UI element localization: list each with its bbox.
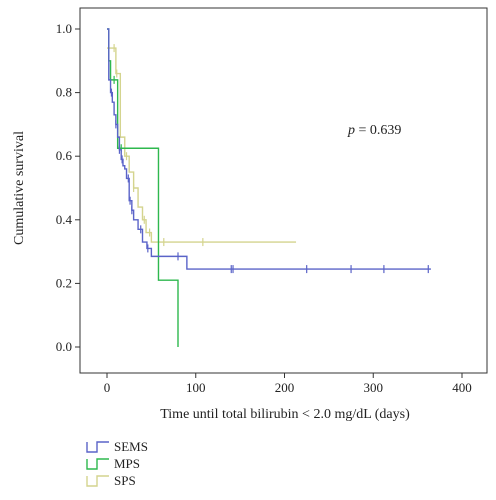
y-tick-label: 0.8 [56, 85, 72, 100]
y-axis-title: Cumulative survival [12, 131, 27, 245]
x-tick-label: 100 [186, 380, 206, 395]
legend-item-mps: MPS [86, 456, 140, 471]
y-tick-label: 0.4 [56, 212, 73, 227]
y-tick-label: 0.6 [56, 148, 73, 163]
legend-label: SPS [114, 473, 136, 488]
series-sps [107, 44, 297, 247]
series-mps [107, 28, 179, 347]
x-tick-label: 0 [104, 380, 111, 395]
x-tick-label: 200 [275, 380, 295, 395]
plot-frame [79, 7, 488, 374]
p-value-text: = 0.639 [355, 123, 401, 138]
series-sems [107, 28, 431, 274]
legend-label: MPS [114, 456, 140, 471]
series-layer [107, 28, 431, 347]
legend-item-sps: SPS [86, 473, 136, 488]
y-tick-label: 0.0 [56, 339, 72, 354]
legend: SEMS MPS SPS [86, 439, 148, 488]
y-tick-label: 0.2 [56, 275, 72, 290]
x-tick-label: 300 [364, 380, 384, 395]
series-line-sps [107, 47, 297, 243]
p-value-annotation: p = 0.639 [347, 123, 401, 138]
legend-item-sems: SEMS [86, 439, 148, 454]
series-line-mps [107, 28, 179, 347]
legend-swatch [86, 441, 109, 453]
p-symbol: p [347, 123, 355, 138]
legend-label: SEMS [114, 439, 148, 454]
series-line-sems [107, 28, 431, 270]
legend-swatch [86, 458, 109, 470]
axes: 0.0 0.2 0.4 0.6 0.8 1.0 0 100 200 300 400 [56, 7, 488, 395]
x-tick-label: 400 [452, 380, 472, 395]
legend-swatch [86, 475, 109, 487]
y-tick-label: 1.0 [56, 21, 72, 36]
x-axis-title: Time until total bilirubin < 2.0 mg/dL (… [160, 407, 410, 422]
